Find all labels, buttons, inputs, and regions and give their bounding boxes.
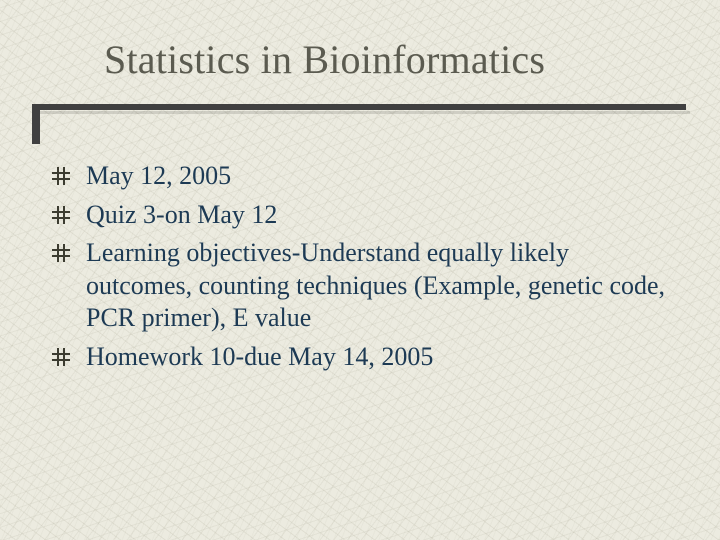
slide: Statistics in Bioinformatics May 12, 200… <box>0 0 720 540</box>
bullet-list: May 12, 2005 Quiz 3-on May 12 Learning o… <box>52 160 672 379</box>
title-rule-tail <box>32 104 40 144</box>
hash-bullet-icon <box>52 244 72 264</box>
title-area: Statistics in Bioinformatics <box>0 0 720 83</box>
slide-title: Statistics in Bioinformatics <box>104 36 720 83</box>
hash-bullet-icon <box>52 206 72 226</box>
hash-bullet-icon <box>52 167 72 187</box>
list-item: Homework 10-due May 14, 2005 <box>52 341 672 374</box>
title-rule-shadow <box>36 111 690 114</box>
list-item-text: Learning objectives-Understand equally l… <box>86 237 672 335</box>
title-rule <box>32 104 686 110</box>
list-item: May 12, 2005 <box>52 160 672 193</box>
list-item: Quiz 3-on May 12 <box>52 199 672 232</box>
list-item-text: Homework 10-due May 14, 2005 <box>86 341 433 374</box>
list-item: Learning objectives-Understand equally l… <box>52 237 672 335</box>
hash-bullet-icon <box>52 348 72 368</box>
list-item-text: Quiz 3-on May 12 <box>86 199 277 232</box>
list-item-text: May 12, 2005 <box>86 160 231 193</box>
